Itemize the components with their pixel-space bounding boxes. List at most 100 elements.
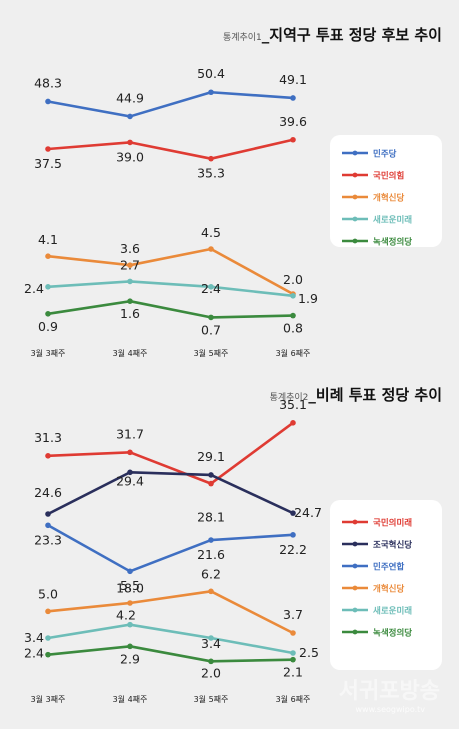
chart1-data-point <box>127 262 133 269</box>
chart1-data-label: 4.5 <box>201 225 221 240</box>
chart2-data-label: 28.1 <box>197 510 225 525</box>
chart2-tick-label: 3월 6째주 <box>276 694 311 704</box>
chart1-data-point <box>208 314 214 321</box>
chart1-data-label: 2.0 <box>283 272 303 287</box>
chart1-data-point <box>127 298 133 305</box>
chart2-data-label: 2.9 <box>120 651 140 666</box>
chart2-legend-dot <box>352 563 358 569</box>
chart2-legend-dot <box>352 541 358 547</box>
chart2-data-label: 31.3 <box>34 430 62 445</box>
chart2-data-point <box>45 608 51 615</box>
chart2-data-point <box>45 635 51 641</box>
chart1-data-label: 37.5 <box>34 156 62 171</box>
chart2-tick-label: 3월 4째주 <box>113 694 148 704</box>
chart2-legend-dot <box>352 519 358 525</box>
chart1-data-point <box>290 293 296 299</box>
chart1-data-point <box>45 253 51 259</box>
chart1-data-label: 50.4 <box>197 66 225 81</box>
chart2-data-label: 22.2 <box>279 542 307 557</box>
chart2-data-point <box>127 469 133 476</box>
chart1-data-point <box>45 146 51 152</box>
chart2-data-label: 5.5 <box>120 578 140 593</box>
chart2-data-label: 4.2 <box>116 608 136 623</box>
chart1-series-line <box>47 247 294 296</box>
chart1-legend-dot <box>352 172 358 178</box>
chart2-series-line <box>47 471 294 516</box>
chart2-tick-label: 3월 3째주 <box>31 694 66 704</box>
chart2-data-label: 5.0 <box>38 586 58 601</box>
chart2-tick-label: 3월 5째주 <box>194 694 229 704</box>
chart2-data-point <box>290 532 296 538</box>
chart2-data-point <box>290 510 296 516</box>
chart1-data-label: 44.9 <box>116 90 144 105</box>
chart2-data-point <box>208 635 214 641</box>
chart1-data-label: 39.6 <box>279 114 307 129</box>
chart1-data-point <box>290 95 296 101</box>
chart2-legend-label: 개혁신당 <box>373 584 404 595</box>
chart1-data-label: 2.4 <box>201 281 221 296</box>
chart1-data-label: 49.1 <box>279 72 307 87</box>
chart1-legend-dot <box>352 238 358 244</box>
chart1-series-line <box>47 299 294 319</box>
chart1-data-point <box>127 139 133 146</box>
chart1-tick-label: 3월 4째주 <box>113 348 148 358</box>
chart2-data-label: 3.4 <box>201 636 221 651</box>
chart2-legend-dot <box>352 607 358 613</box>
chart2-layer: 3월 3째주 3월 4째주 3월 5째주 3월 6째주 31.3 31.7 28.1 35.1… <box>24 397 412 704</box>
chart2-legend-label: 조국혁신당 <box>373 540 412 551</box>
chart1-title-prefix: 통계추이1 <box>223 31 262 43</box>
chart2-legend-label: 국민의미래 <box>373 518 412 529</box>
chart2-data-label: 35.1 <box>279 397 307 412</box>
chart2-data-label: 6.2 <box>201 566 221 581</box>
chart1-tick-label: 3월 5째주 <box>194 348 229 358</box>
chart1-data-label: 0.8 <box>283 321 303 336</box>
chart1-data-label: 0.9 <box>38 319 58 334</box>
chart2-legend-label: 새로운미래 <box>373 606 412 617</box>
chart1-data-point <box>208 284 214 290</box>
chart2-data-label: 29.4 <box>116 473 144 488</box>
chart1-data-label: 2.7 <box>120 257 140 272</box>
chart2-data-point <box>208 537 214 543</box>
chart1-legend-dot <box>352 216 358 222</box>
chart2-data-label: 24.6 <box>34 485 62 500</box>
chart1-legend-label: 녹색정의당 <box>373 237 412 248</box>
chart2-data-label: 21.6 <box>197 547 225 562</box>
chart2-data-label: 2.5 <box>299 645 319 660</box>
chart1-series-line <box>47 280 294 298</box>
chart1-legend-dot <box>352 150 358 156</box>
chart1-data-label: 1.9 <box>298 291 318 306</box>
chart1-data-label: 48.3 <box>34 75 62 90</box>
chart2-data-point <box>208 472 214 478</box>
chart2-data-point <box>127 643 133 650</box>
chart1-data-point <box>127 113 133 120</box>
chart2-series-line <box>47 524 294 573</box>
chart1-legend-dot <box>352 194 358 200</box>
chart1-data-label: 0.7 <box>201 322 221 337</box>
chart2-title-prefix: 통계추이2 <box>270 391 309 403</box>
chart2-legend-label: 민주연합 <box>373 562 404 573</box>
chart2-series-line <box>47 590 294 635</box>
chart1-legend-label: 국민의힘 <box>373 171 404 182</box>
chart2-data-label: 3.4 <box>24 630 44 645</box>
chart1-data-point <box>290 136 296 143</box>
chart1-data-point <box>208 155 214 162</box>
chart2-data-label: 24.7 <box>294 505 322 520</box>
chart1-data-point <box>208 89 214 96</box>
chart1-data-label: 35.3 <box>197 166 225 181</box>
chart1-data-point <box>45 311 51 317</box>
chart1-legend-label: 새로운미래 <box>373 215 412 226</box>
chart1-data-label: 4.1 <box>38 232 58 247</box>
chart2-legend-panel <box>330 500 442 670</box>
chart2-data-label: 2.1 <box>283 665 303 680</box>
chart2-legend-dot <box>352 629 358 635</box>
chart2-data-point <box>290 420 296 426</box>
chart1-title-main: _지역구 투표 정당 후보 추이 <box>262 26 442 44</box>
chart1-data-label: 39.0 <box>116 149 144 164</box>
chart1-data-point <box>290 312 296 319</box>
chart2-legend-label: 녹색정의당 <box>373 628 412 639</box>
chart2-data-point <box>290 650 296 656</box>
chart2-data-point <box>290 630 296 636</box>
chart2-data-point <box>127 621 133 628</box>
